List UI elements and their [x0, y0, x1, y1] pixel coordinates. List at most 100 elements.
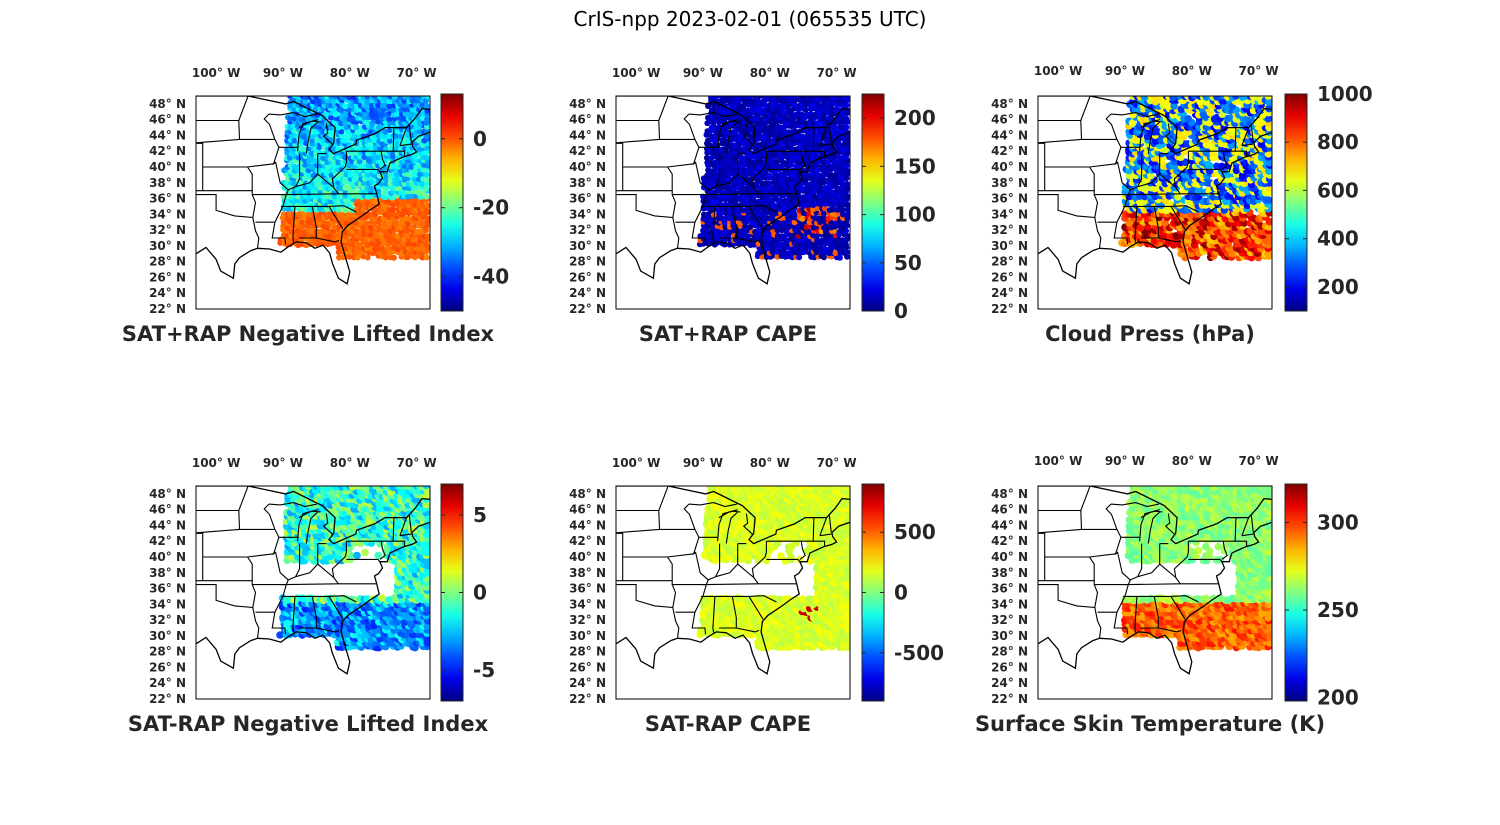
great-lakes-shore [688, 112, 738, 118]
state-boundary [196, 142, 204, 191]
state-boundary [271, 194, 287, 245]
swath-point [420, 90, 426, 96]
swath-point [390, 106, 397, 113]
swath-point [740, 155, 747, 162]
swath-point [791, 219, 798, 226]
state-boundary [316, 237, 340, 243]
swath-point [833, 211, 839, 218]
swath-point [382, 128, 389, 135]
swath-point [747, 167, 754, 174]
swath-point [426, 96, 429, 97]
swath-point [844, 89, 850, 95]
swath-point [758, 159, 765, 166]
lon-tick-label: 90° W [263, 66, 303, 80]
swath-point [390, 254, 397, 261]
swath-point [412, 254, 419, 261]
great-lakes-shore [718, 119, 738, 129]
great-lakes-shore [742, 123, 754, 146]
swath-point [787, 188, 794, 195]
swath-point [390, 150, 396, 157]
lat-tick-label: 30° N [569, 239, 606, 253]
colorbar-tick-label: 150 [894, 154, 936, 178]
colorbar-tick-label: 1000 [1317, 82, 1373, 106]
swath-point [740, 227, 746, 234]
swath-point [1254, 96, 1262, 102]
swath-point [349, 188, 356, 194]
swath-point [843, 180, 850, 187]
swath-point [1242, 114, 1251, 123]
swath-point [364, 167, 371, 174]
swath-point [424, 96, 430, 100]
swath-point [814, 167, 821, 174]
swath-point [821, 224, 828, 231]
swath-point [342, 154, 349, 161]
swath-point [821, 210, 828, 217]
great-lakes-shore [305, 121, 319, 154]
state-boundary [1158, 237, 1182, 243]
swath-point [375, 102, 382, 109]
swath-point [401, 180, 408, 187]
panel-title: SAT+RAP Negative Lifted Index [122, 322, 495, 346]
swath-point [759, 90, 765, 96]
swath-point [290, 211, 297, 218]
swath-point [814, 105, 821, 112]
state-boundary [328, 206, 344, 230]
swath-point [777, 97, 784, 104]
swath-point [1232, 96, 1240, 100]
swath-point [777, 197, 784, 204]
swath-point [844, 201, 850, 208]
swath-point [744, 198, 751, 205]
swath-point [357, 241, 363, 248]
great-lakes-shore [1147, 121, 1161, 154]
swath-point [291, 137, 298, 144]
swath-point [1184, 115, 1192, 123]
swath-point [364, 220, 371, 227]
great-lakes-shore [297, 120, 321, 152]
swath-point [810, 188, 817, 195]
swath-point [291, 96, 298, 99]
swath-point [401, 115, 408, 122]
swath-point [331, 90, 337, 96]
state-boundary [346, 168, 381, 173]
swath-point [294, 218, 301, 225]
swath-point [368, 185, 375, 192]
swath-point [1133, 88, 1141, 96]
state-boundary [247, 166, 253, 191]
swath-point [738, 89, 744, 95]
swath-point [781, 172, 788, 179]
swath-point [759, 253, 766, 260]
lat-tick-label: 36° N [569, 192, 606, 206]
swath-point [1177, 232, 1185, 240]
lon-tick-label: 70° W [397, 66, 437, 80]
swath-point [386, 116, 393, 123]
swath-point [311, 88, 317, 94]
swath-point [379, 111, 386, 118]
swath-point [342, 176, 349, 183]
lat-tick-label: 24° N [149, 286, 186, 300]
swath-point [320, 155, 327, 162]
swath-point [295, 193, 302, 200]
swath-point [804, 89, 810, 95]
swath-point [382, 176, 389, 183]
swath-point [423, 102, 430, 109]
state-boundary [1093, 194, 1099, 218]
swath-point [356, 158, 363, 165]
swath-point [821, 254, 827, 261]
swath-point [718, 188, 725, 195]
swath-point [784, 96, 791, 99]
state-boundary [1105, 113, 1118, 140]
swath-point [814, 89, 820, 95]
state-boundary [616, 142, 624, 191]
swath-point [817, 184, 824, 191]
swath-point [305, 116, 312, 123]
swath-point [346, 96, 353, 101]
swath-point [773, 129, 780, 135]
swath-point [762, 90, 768, 96]
swath-point [1265, 158, 1272, 167]
swath-point [813, 233, 820, 240]
swath-point [353, 124, 360, 130]
swath-point [781, 233, 788, 240]
lat-tick-label: 26° N [991, 270, 1028, 284]
swath-point [424, 116, 430, 123]
swath-point [799, 185, 806, 192]
